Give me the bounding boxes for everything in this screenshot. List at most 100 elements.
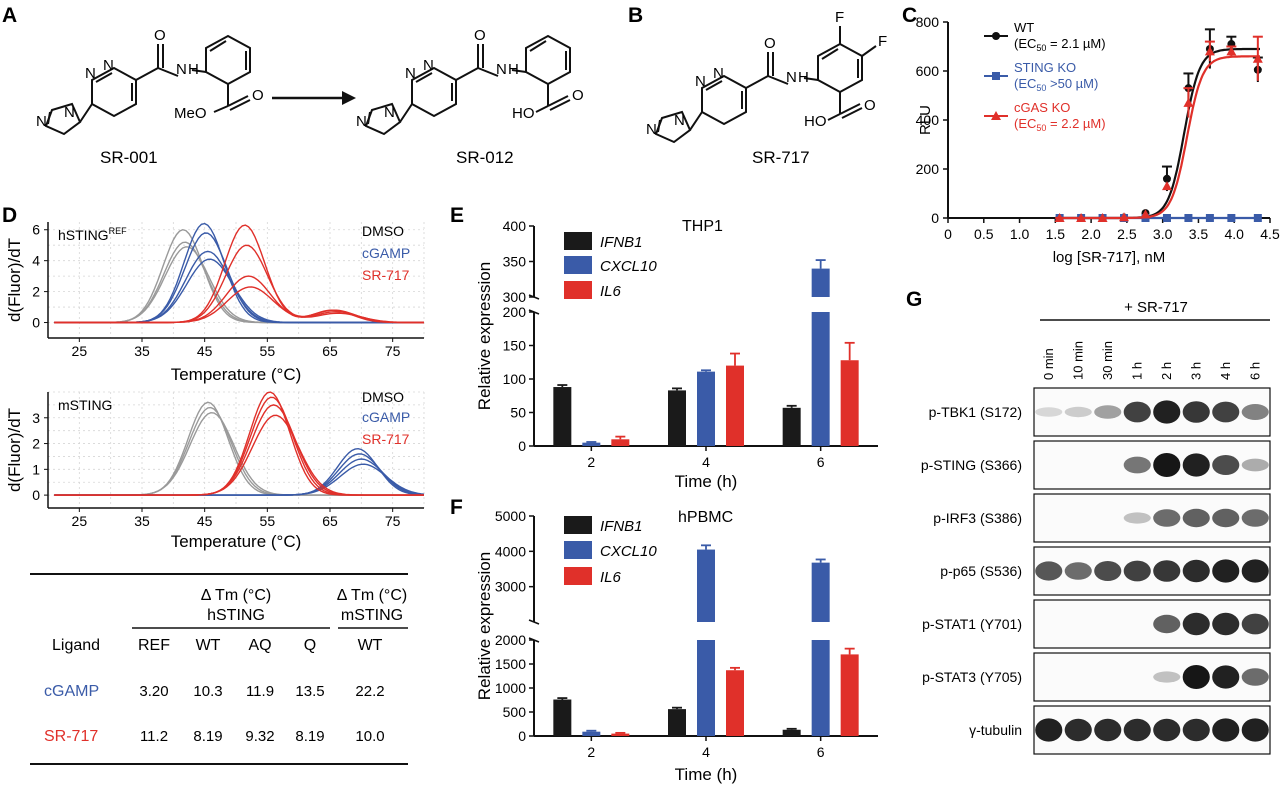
d-melt-curve-sr-717 xyxy=(54,275,424,324)
sr-717-atom-f1: F xyxy=(835,9,844,26)
table-col-wt: WT xyxy=(196,637,221,654)
blot-lane-label: 10 min xyxy=(1070,341,1085,380)
panel-d-top-tag: hSTINGREF xyxy=(58,226,127,243)
d-y-tick-label: 2 xyxy=(32,436,40,452)
legend-e-cxcl10: CXCL10 xyxy=(600,258,657,275)
c-y-tick-label: 200 xyxy=(916,161,940,177)
blot-band xyxy=(1153,509,1181,527)
d-x-tick-label: 45 xyxy=(197,513,213,529)
legend-e-ifnb1: IFNB1 xyxy=(600,234,643,251)
blot-band xyxy=(1035,561,1063,581)
bar-cxcl10-high xyxy=(697,549,715,622)
blot-band xyxy=(1241,404,1269,420)
table-row-cgamp-aq: 11.9 xyxy=(246,683,274,700)
blot-band xyxy=(1212,401,1240,423)
sr-001-ester-group: MeO xyxy=(174,105,207,122)
c-point-cgas-ko xyxy=(1161,181,1172,191)
c-point-sting-ko xyxy=(1227,214,1236,222)
bar-y-tick-label: 1500 xyxy=(495,656,526,672)
blot-band xyxy=(1182,401,1210,423)
blot-band xyxy=(1212,718,1240,742)
sr-717-atom-nh: N xyxy=(786,69,797,86)
c-x-tick-label: 2.5 xyxy=(1117,226,1137,242)
bar-il6 xyxy=(840,654,859,736)
sr-001-atom-n1: N xyxy=(64,104,75,121)
legend-e-ifnb1-swatch xyxy=(564,232,592,250)
blot-row-label: p-STING (S366) xyxy=(921,457,1022,473)
bar-y-tick-label: 150 xyxy=(503,338,527,354)
d-x-tick-label: 55 xyxy=(260,343,276,359)
table-row-sr717-wt: 8.19 xyxy=(193,728,222,745)
d-x-tick-label: 75 xyxy=(385,513,401,529)
blot-band xyxy=(1182,508,1210,528)
blot-band xyxy=(1182,665,1210,689)
bar-x-tick-label: 6 xyxy=(817,454,825,470)
panel-d-bottom-legend-cgamp: cGAMP xyxy=(362,409,410,425)
table-col-aq: AQ xyxy=(248,637,271,654)
c-point-wt xyxy=(1162,174,1171,183)
blot-band xyxy=(1212,665,1240,689)
c-x-tick-label: 4.5 xyxy=(1260,226,1280,242)
d-x-tick-label: 45 xyxy=(197,343,213,359)
blot-treatment-label: + SR-717 xyxy=(1124,299,1188,316)
blot-band xyxy=(1241,509,1269,527)
blot-band xyxy=(1241,559,1269,583)
c-x-tick-label: 0 xyxy=(944,226,952,242)
sr-717-acid-group: HO xyxy=(804,113,827,130)
table-row-sr717-ref: 11.2 xyxy=(140,728,168,745)
sr-012-atom-n3: N xyxy=(405,65,416,82)
d-y-axis-label: d(Fluor)/dT xyxy=(5,238,24,322)
blot-lane-labels: 0 min 10 min 30 min 1 h 2 h 3 h 4 h 6 h xyxy=(1041,341,1263,380)
blot-band xyxy=(1182,612,1210,636)
sr-012-atom-h: H xyxy=(508,61,519,78)
bar-y-tick-label: 500 xyxy=(503,704,527,720)
bar-y-tick-label: 100 xyxy=(503,371,527,387)
c-x-tick-label: 4.0 xyxy=(1224,226,1244,242)
sr-001-atom-o2: O xyxy=(252,87,264,104)
d-y-tick-label: 0 xyxy=(32,315,40,331)
panel-d-table: Δ Tm (°C) hSTING Δ Tm (°C) mSTING Ligand… xyxy=(30,573,408,765)
d-melt-curve-dmso xyxy=(54,411,424,496)
legend-e-cxcl10-swatch xyxy=(564,256,592,274)
blot-band xyxy=(1182,453,1210,477)
blot-band xyxy=(1241,458,1269,472)
bar-y-tick-label: 200 xyxy=(503,304,527,320)
panel-d-bottom-plot xyxy=(54,391,425,496)
blot-band xyxy=(1064,406,1092,418)
bar-y-tick-label: 2000 xyxy=(495,632,526,648)
d-x-tick-label: 35 xyxy=(134,513,150,529)
bar-ifnb1 xyxy=(553,699,572,736)
sr-012-atom-n1: N xyxy=(384,104,395,121)
bar-y-tick-label: 3000 xyxy=(495,579,526,595)
c-y-axis-label: RLU xyxy=(917,105,934,135)
bar-cxcl10-low xyxy=(811,312,830,446)
panel-d-top-plot xyxy=(54,222,424,324)
bar-il6 xyxy=(726,365,744,446)
table-group-hsting-line1: Δ Tm (°C) xyxy=(201,587,271,604)
bar-cxcl10 xyxy=(582,442,601,446)
blot-row-label: p-STAT3 (Y705) xyxy=(922,669,1022,685)
c-point-cgas-ko xyxy=(1054,213,1065,222)
sr-717-structure xyxy=(654,26,877,144)
bar-y-tick-label: 5000 xyxy=(495,508,526,524)
table-group-hsting-line2: hSTING xyxy=(207,607,265,624)
legend-f-ifnb1-swatch xyxy=(564,516,592,534)
d-x-axis-label: Temperature (°C) xyxy=(171,365,302,384)
panel-d-top-legend-cgamp: cGAMP xyxy=(362,245,410,261)
panel-b: B N N N N N H O O xyxy=(628,4,887,167)
d-y-tick-label: 1 xyxy=(32,461,40,477)
sr-717-atom-n4: N xyxy=(713,65,724,82)
legend-f-il6: IL6 xyxy=(600,569,622,586)
sr-001-atom-n4: N xyxy=(103,57,114,74)
d-melt-curve-sr-717 xyxy=(54,286,424,324)
bar-cxcl10-low xyxy=(697,640,715,736)
table-row-cgamp-ref: 3.20 xyxy=(139,683,168,700)
blot-band xyxy=(1064,718,1092,742)
blot-band xyxy=(1212,455,1240,475)
table-row-cgamp-msting: 22.2 xyxy=(355,683,384,700)
blot-band xyxy=(1035,407,1063,417)
blot-band xyxy=(1212,508,1240,528)
c-point-cgas-ko xyxy=(1119,212,1130,222)
sr-012-atom-n2: N xyxy=(356,113,367,130)
sr-717-name: SR-717 xyxy=(752,148,810,167)
